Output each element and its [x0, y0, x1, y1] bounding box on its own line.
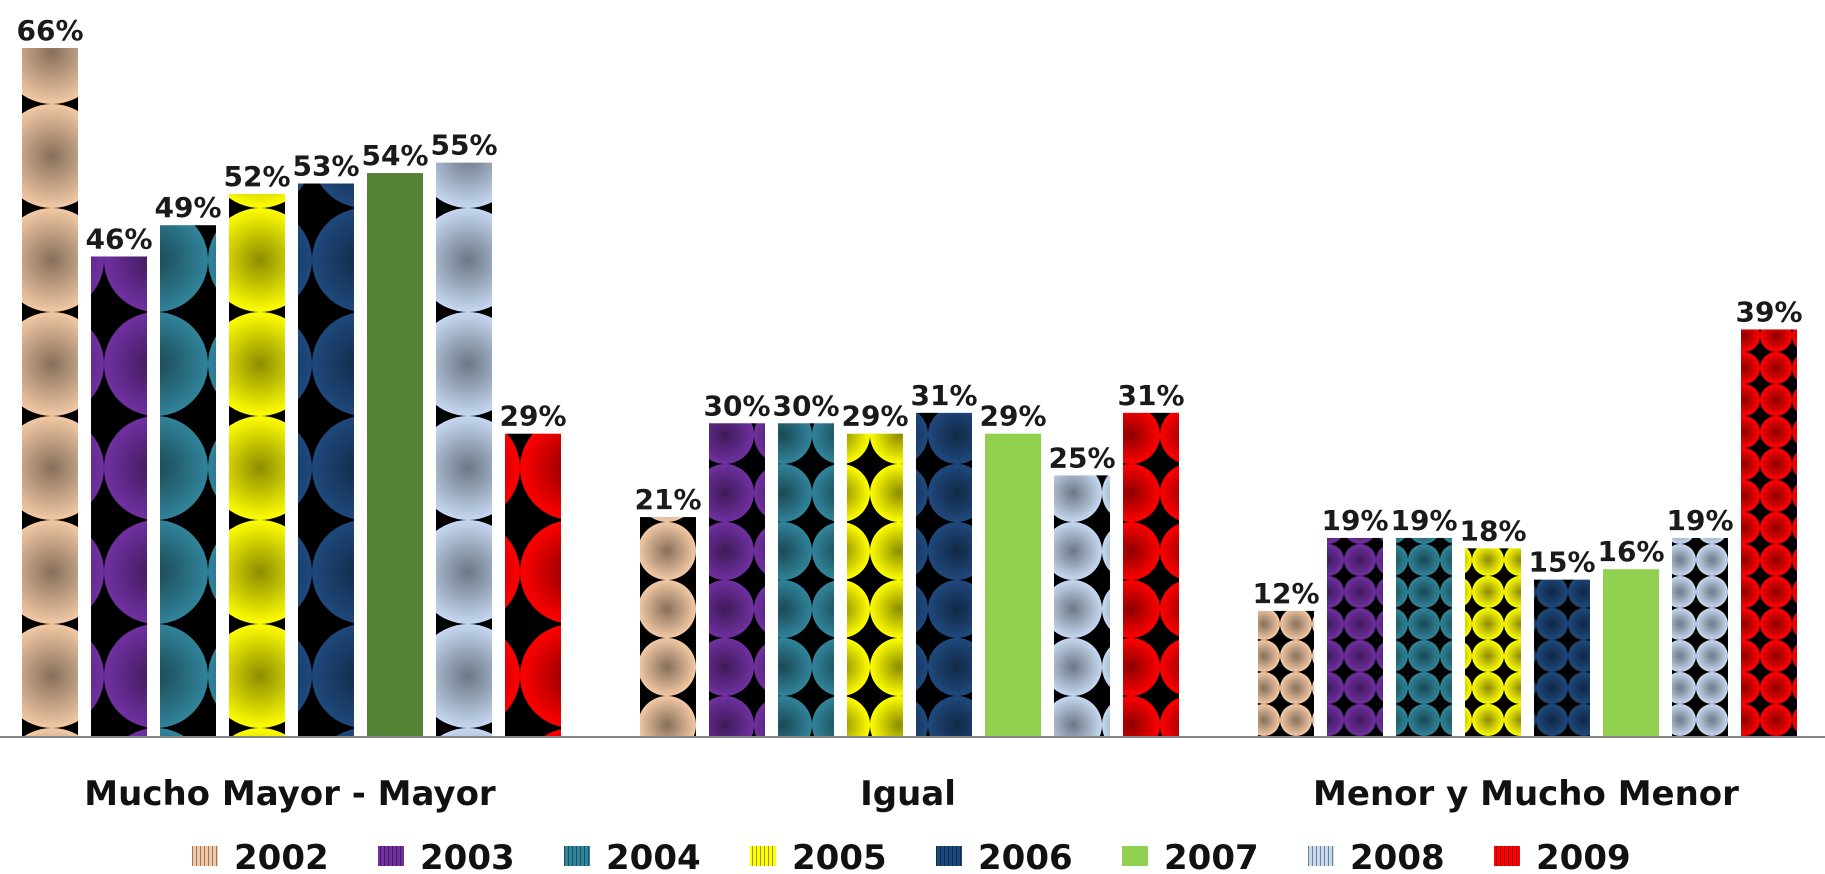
bar-2006-2 — [916, 412, 972, 736]
data-label-2002-2: 21% — [634, 483, 701, 516]
bars-layer — [22, 48, 1797, 737]
legend-swatch-2002 — [192, 846, 218, 866]
legend-swatch-2007 — [1122, 846, 1148, 866]
data-label-2004-3: 19% — [1390, 504, 1457, 537]
bar-2002-3 — [1258, 610, 1314, 736]
data-label-2007-3: 16% — [1597, 535, 1664, 568]
bar-2007-3 — [1603, 569, 1659, 736]
data-label-2006-1: 53% — [292, 150, 359, 183]
data-label-2005-3: 18% — [1459, 514, 1526, 547]
category-label-3: Menor y Mucho Menor — [1313, 774, 1739, 814]
data-label-2004-1: 49% — [154, 191, 221, 224]
data-label-2003-1: 46% — [85, 222, 152, 255]
bar-2007-2 — [985, 433, 1041, 736]
bar-2005-1 — [229, 193, 285, 736]
data-label-2009-3: 39% — [1735, 295, 1802, 328]
data-label-2003-2: 30% — [703, 389, 770, 422]
bar-2005-2 — [847, 433, 903, 736]
legend-label-2002: 2002 — [234, 838, 329, 874]
legend-label-2006: 2006 — [978, 838, 1073, 874]
bar-2009-1 — [505, 433, 561, 736]
bar-2008-3 — [1672, 537, 1728, 736]
bar-2002-2 — [640, 517, 696, 736]
bar-2004-3 — [1396, 537, 1452, 736]
data-label-2008-2: 25% — [1048, 441, 1115, 474]
legend-label-2007: 2007 — [1164, 838, 1259, 874]
legend-label-2005: 2005 — [792, 838, 887, 874]
bar-2004-2 — [778, 423, 834, 736]
bar-2005-3 — [1465, 548, 1521, 736]
data-label-2006-3: 15% — [1528, 546, 1595, 579]
bar-2003-2 — [709, 423, 765, 736]
data-label-2004-2: 30% — [772, 389, 839, 422]
legend: 2002 2003 2004 2005 2006 2007 2008 2009 — [192, 838, 1631, 874]
bar-2006-1 — [298, 183, 354, 737]
bar-2008-1 — [436, 162, 492, 736]
legend-swatch-2006 — [936, 846, 962, 866]
bar-2003-3 — [1327, 537, 1383, 736]
legend-label-2009: 2009 — [1536, 838, 1631, 874]
legend-label-2004: 2004 — [606, 838, 701, 874]
legend-label-2003: 2003 — [420, 838, 515, 874]
legend-swatch-2009 — [1494, 846, 1520, 866]
bar-2009-3 — [1741, 329, 1797, 736]
legend-label-2008: 2008 — [1350, 838, 1445, 874]
data-label-2007-1: 54% — [361, 139, 428, 172]
data-label-2002-3: 12% — [1252, 577, 1319, 610]
data-label-2009-2: 31% — [1117, 379, 1184, 412]
legend-swatch-2004 — [564, 846, 590, 866]
data-label-2008-3: 19% — [1666, 504, 1733, 537]
legend-swatch-2008 — [1308, 846, 1334, 866]
legend-swatch-2003 — [378, 846, 404, 866]
data-label-2007-2: 29% — [979, 400, 1046, 433]
bar-2004-1 — [160, 225, 216, 736]
category-labels: Mucho Mayor - Mayor Igual Menor y Mucho Me… — [84, 774, 1739, 814]
category-label-1: Mucho Mayor - Mayor — [84, 774, 496, 814]
bar-2002-1 — [22, 48, 78, 736]
data-label-2003-3: 19% — [1321, 504, 1388, 537]
data-label-2002-1: 66% — [16, 14, 83, 47]
bar-2006-3 — [1534, 579, 1590, 736]
bar-2003-1 — [91, 256, 147, 736]
category-label-2: Igual — [860, 774, 956, 814]
data-label-2005-2: 29% — [841, 400, 908, 433]
data-label-2009-1: 29% — [499, 400, 566, 433]
data-label-2005-1: 52% — [223, 160, 290, 193]
bar-2008-2 — [1054, 475, 1110, 736]
data-label-2006-2: 31% — [910, 379, 977, 412]
data-label-2008-1: 55% — [430, 129, 497, 162]
legend-swatch-2005 — [750, 846, 776, 866]
value-labels: 66% 21% 12% 46% 30% 19% 49% 30% 19% 52% 29% 18% 53% 3… — [16, 14, 1802, 610]
bar-2009-2 — [1123, 412, 1179, 736]
bar-2007-1 — [367, 173, 423, 736]
